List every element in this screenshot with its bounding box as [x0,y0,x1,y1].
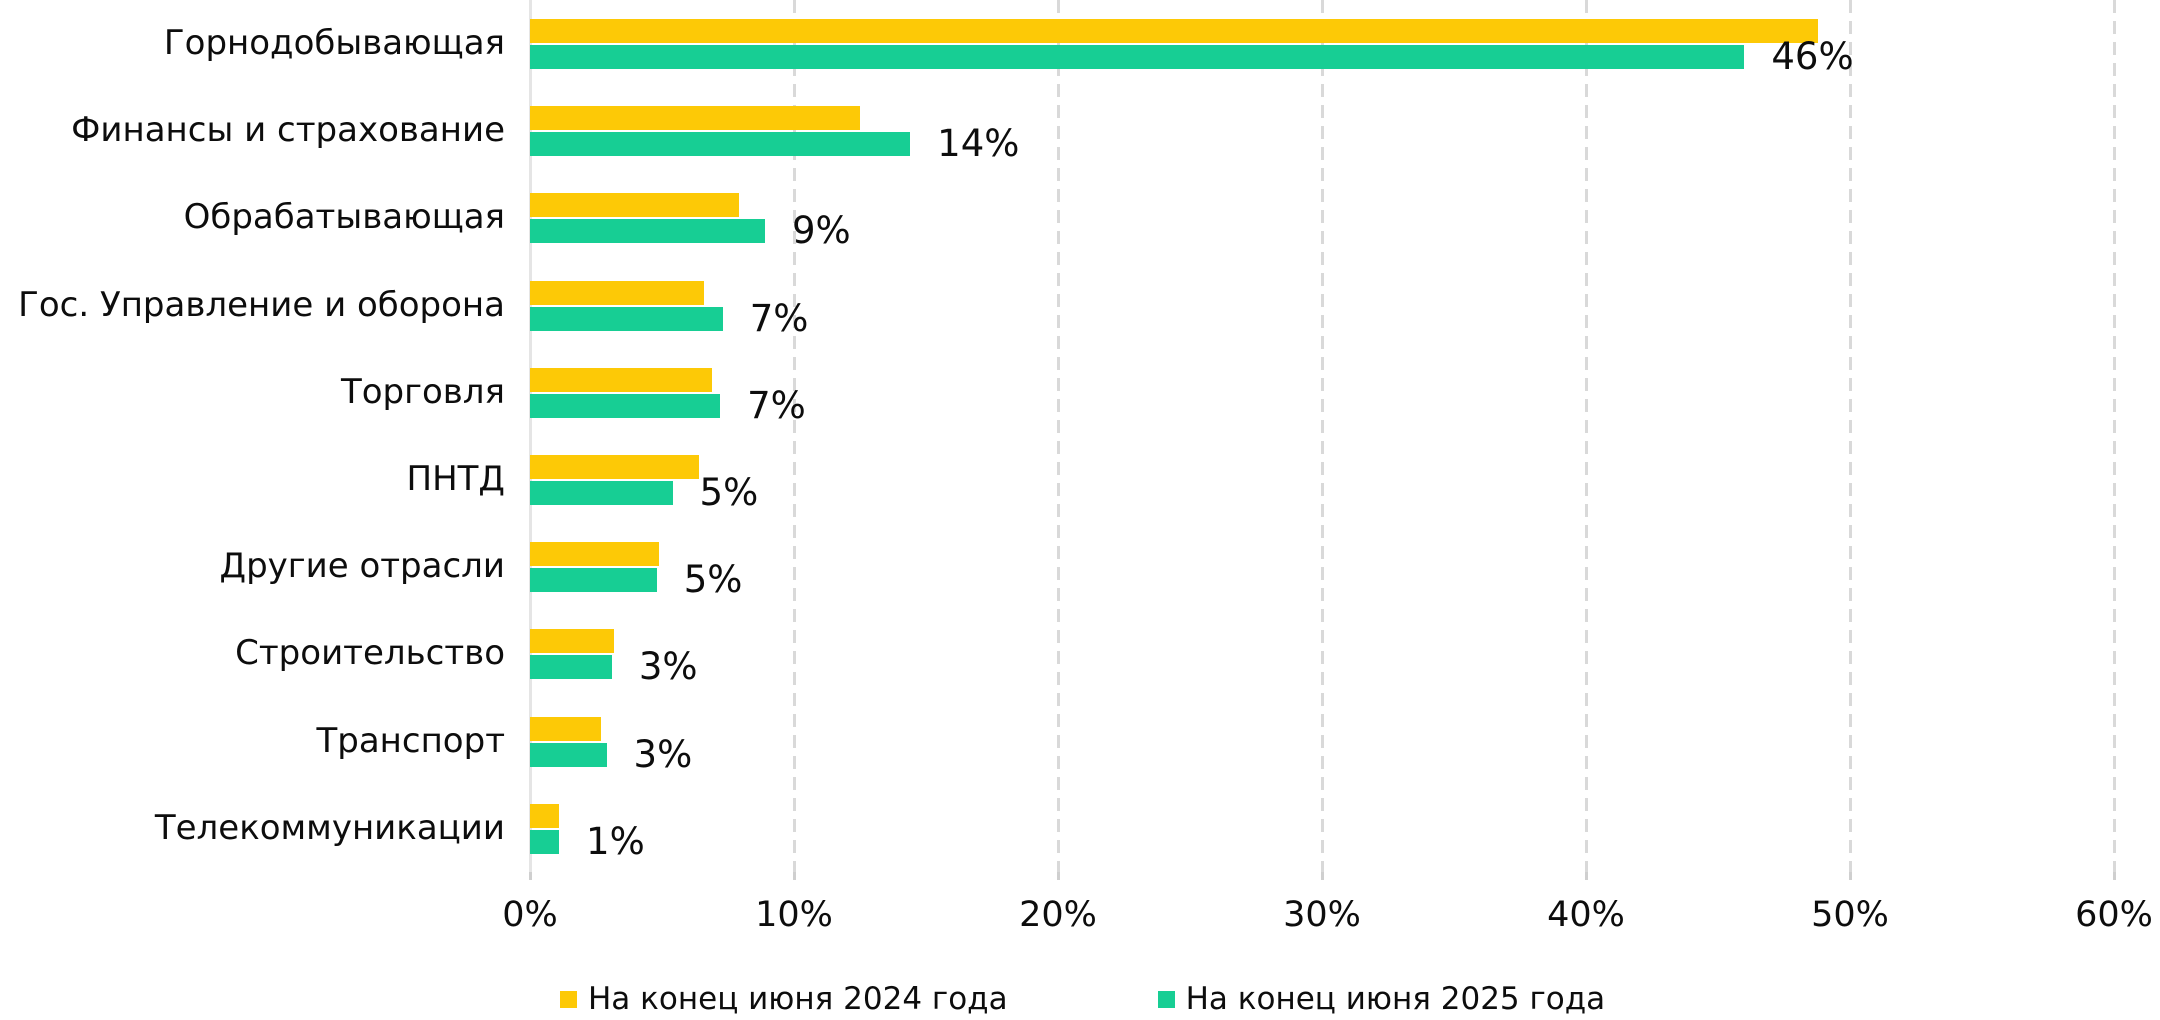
value-label: 3% [638,645,698,689]
bar-2025 [530,655,612,680]
value-label: 14% [937,122,1020,166]
bar-2024 [530,542,660,567]
category-label: Телекоммуникации [154,807,505,848]
x-tick-label-60%: 60% [2075,895,2153,935]
gridline-20% [1056,0,1060,872]
legend-item-2024: На конец июня 2024 года [560,979,1008,1019]
category-label: Горнодобывающая [163,23,505,63]
value-label: 7% [749,296,809,340]
axis-tick-60% [2112,872,2116,880]
bar-2025 [530,481,673,505]
legend-label-2025: На конец июня 2025 года [1185,981,1606,1017]
bar-2024 [530,367,713,392]
x-tick-label-30%: 30% [1283,895,1361,935]
x-tick-label-0%: 0% [502,895,558,935]
axis-tick-20% [1056,872,1060,880]
chart-legend: На конец июня 2024 года На конец июня 20… [560,975,1605,1020]
bar-2024 [530,629,615,654]
category-label: Гос. Управление и оборона [18,284,505,325]
category-label: Другие отрасли [219,546,506,587]
value-label: 5% [683,558,743,602]
axis-tick-10% [792,872,796,880]
bar-2025 [530,45,1745,69]
axis-line-zero [528,0,532,872]
category-label: Торговля [340,371,505,412]
bar-2025 [530,742,607,767]
bar-2025 [530,829,560,854]
value-label: 46% [1771,35,1854,78]
category-label: Строительство [235,633,505,674]
x-tick-label-10%: 10% [755,895,833,935]
bar-2024 [530,106,860,131]
value-label: 9% [791,209,851,253]
axis-tick-40% [1584,872,1588,880]
axis-tick-0% [528,872,532,880]
value-label: 1% [586,819,645,863]
axis-tick-50% [1848,872,1852,880]
bar-2024 [530,803,560,828]
category-label: ПНТД [406,459,505,499]
bar-2025 [530,568,657,593]
axis-tick-30% [1320,872,1324,880]
legend-swatch-2024 [560,990,577,1008]
category-label: Обрабатывающая [183,197,505,238]
legend-item-2025: На конец июня 2025 года [1157,979,1606,1019]
gridline-50% [1848,0,1852,872]
value-label: 7% [747,383,806,427]
gridline-60% [2112,0,2116,872]
gridline-10% [792,0,796,872]
category-label: Финансы и страхование [71,110,505,151]
bar-2024 [530,455,699,479]
bar-2025 [530,219,765,244]
gridline-30% [1320,0,1324,872]
gridline-40% [1584,0,1588,872]
value-label: 3% [633,732,693,776]
legend-swatch-2025 [1157,990,1175,1008]
x-tick-label-40%: 40% [1547,895,1625,935]
bar-2025 [530,132,911,157]
bar-2024 [530,193,739,218]
legend-label-2024: На конец июня 2024 года [588,981,1008,1017]
x-tick-label-50%: 50% [1811,895,1889,935]
bar-2024 [530,716,602,741]
bar-2024 [530,280,705,305]
bar-2025 [530,306,723,331]
bar-2025 [530,393,721,418]
category-label: Транспорт [316,720,505,761]
bar-2024 [530,19,1819,43]
x-tick-label-20%: 20% [1019,895,1097,935]
value-label: 5% [699,471,759,514]
